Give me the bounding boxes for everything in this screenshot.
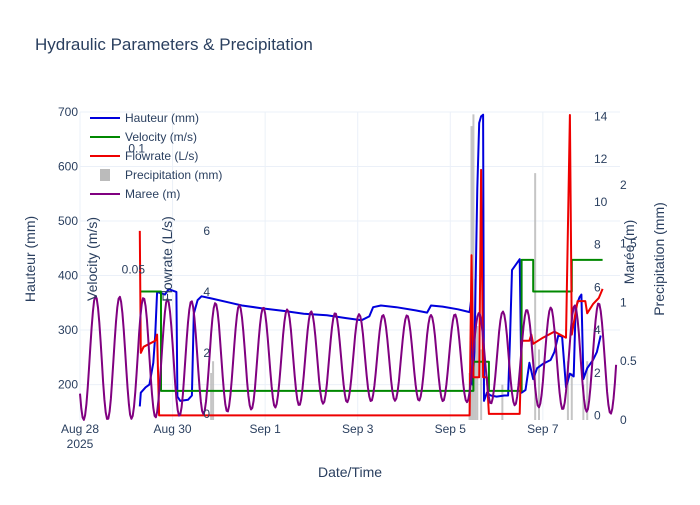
y-tick-label-maree: 12 [594, 152, 608, 166]
y-tick-label-maree: 6 [594, 280, 601, 294]
x-tick-label: Sep 1 [249, 422, 281, 436]
y-axis-title-flowrate: Flowrate (L/s) [159, 216, 175, 302]
y-axis-title-velocity: Velocity (m/s) [84, 217, 100, 301]
flowrate-line [138, 114, 604, 417]
legend-label: Velocity (m/s) [125, 130, 197, 144]
y-tick-label-hauteur: 300 [58, 323, 78, 337]
y-tick-label-velocity: 0.05 [122, 263, 146, 277]
maree-line [79, 295, 618, 421]
precipitation-bar [480, 349, 483, 420]
y-tick-label-velocity: 0.1 [128, 141, 145, 155]
legend-swatch [100, 169, 110, 181]
legend-label: Flowrate (L/s) [125, 149, 198, 163]
legend-item-flowrate[interactable]: Flowrate (L/s) [90, 149, 198, 163]
precipitation-bar [570, 372, 573, 420]
y-tick-label-precipitation: 0 [620, 413, 627, 427]
legend[interactable]: Hauteur (mm) Velocity (m/s) Flowrate (L/s)… [90, 111, 222, 201]
y-tick-label-maree: 4 [594, 323, 601, 337]
precipitation-bar [210, 372, 213, 420]
x-tick-label: Aug 28 [61, 422, 99, 436]
x-tick-sublabel: 2025 [67, 437, 94, 451]
y-axis-title-precipitation: Precipitation (mm) [651, 202, 667, 316]
y-axis-title-hauteur: Hauteur (mm) [22, 216, 38, 302]
y-tick-label-maree: 14 [594, 109, 608, 123]
precipitation-bar [534, 173, 537, 420]
y-tick-label-maree: 8 [594, 238, 601, 252]
legend-item-velocity[interactable]: Velocity (m/s) [90, 130, 197, 144]
y-tick-label-hauteur: 600 [58, 160, 78, 174]
x-tick-label: Sep 5 [435, 422, 467, 436]
y-tick-label-precipitation: 1.5 [620, 237, 637, 251]
legend-label: Maree (m) [125, 187, 180, 201]
precipitation-bar [476, 325, 479, 420]
chart-title: Hydraulic Parameters & Precipitation [35, 35, 313, 54]
legend-label: Hauteur (mm) [125, 111, 199, 125]
legend-item-maree[interactable]: Maree (m) [90, 187, 180, 201]
precipitation-bar [538, 349, 540, 420]
y-tick-label-precipitation: 0.5 [620, 354, 637, 368]
precipitation-bar [566, 361, 569, 420]
legend-item-hauteur[interactable]: Hauteur (mm) [90, 111, 199, 125]
precipitation-bar [472, 114, 475, 421]
y-tick-label-flowrate: 0 [203, 407, 210, 421]
x-tick-label: Aug 30 [154, 422, 192, 436]
y-tick-label-hauteur: 500 [58, 214, 78, 228]
y-tick-label-precipitation: 2 [620, 178, 627, 192]
y-tick-label-maree: 0 [594, 409, 601, 423]
x-axis-title: Date/Time [318, 464, 382, 480]
legend-label: Precipitation (mm) [125, 168, 222, 182]
y-tick-label-flowrate: 2 [203, 346, 210, 360]
y-tick-label-precipitation: 1 [620, 295, 627, 309]
grid-layer [79, 111, 620, 420]
precipitation-bar [582, 384, 585, 420]
x-tick-label: Sep 3 [342, 422, 374, 436]
precipitation-bar [586, 361, 589, 420]
legend-item-precipitation[interactable]: Precipitation (mm) [100, 168, 222, 182]
y-tick-label-hauteur: 200 [58, 378, 78, 392]
y-tick-label-maree: 2 [594, 366, 601, 380]
series-lines [79, 113, 618, 421]
y-tick-label-flowrate: 4 [203, 285, 210, 299]
precipitation-bar [501, 384, 504, 420]
y-tick-label-maree: 10 [594, 195, 608, 209]
y-tick-label-hauteur: 700 [58, 105, 78, 119]
y-axis-title-maree: Marée (m) [621, 220, 637, 285]
y-tick-label-hauteur: 400 [58, 269, 78, 283]
x-tick-label: Sep 7 [527, 422, 559, 436]
y-tick-label-flowrate: 6 [203, 224, 210, 238]
